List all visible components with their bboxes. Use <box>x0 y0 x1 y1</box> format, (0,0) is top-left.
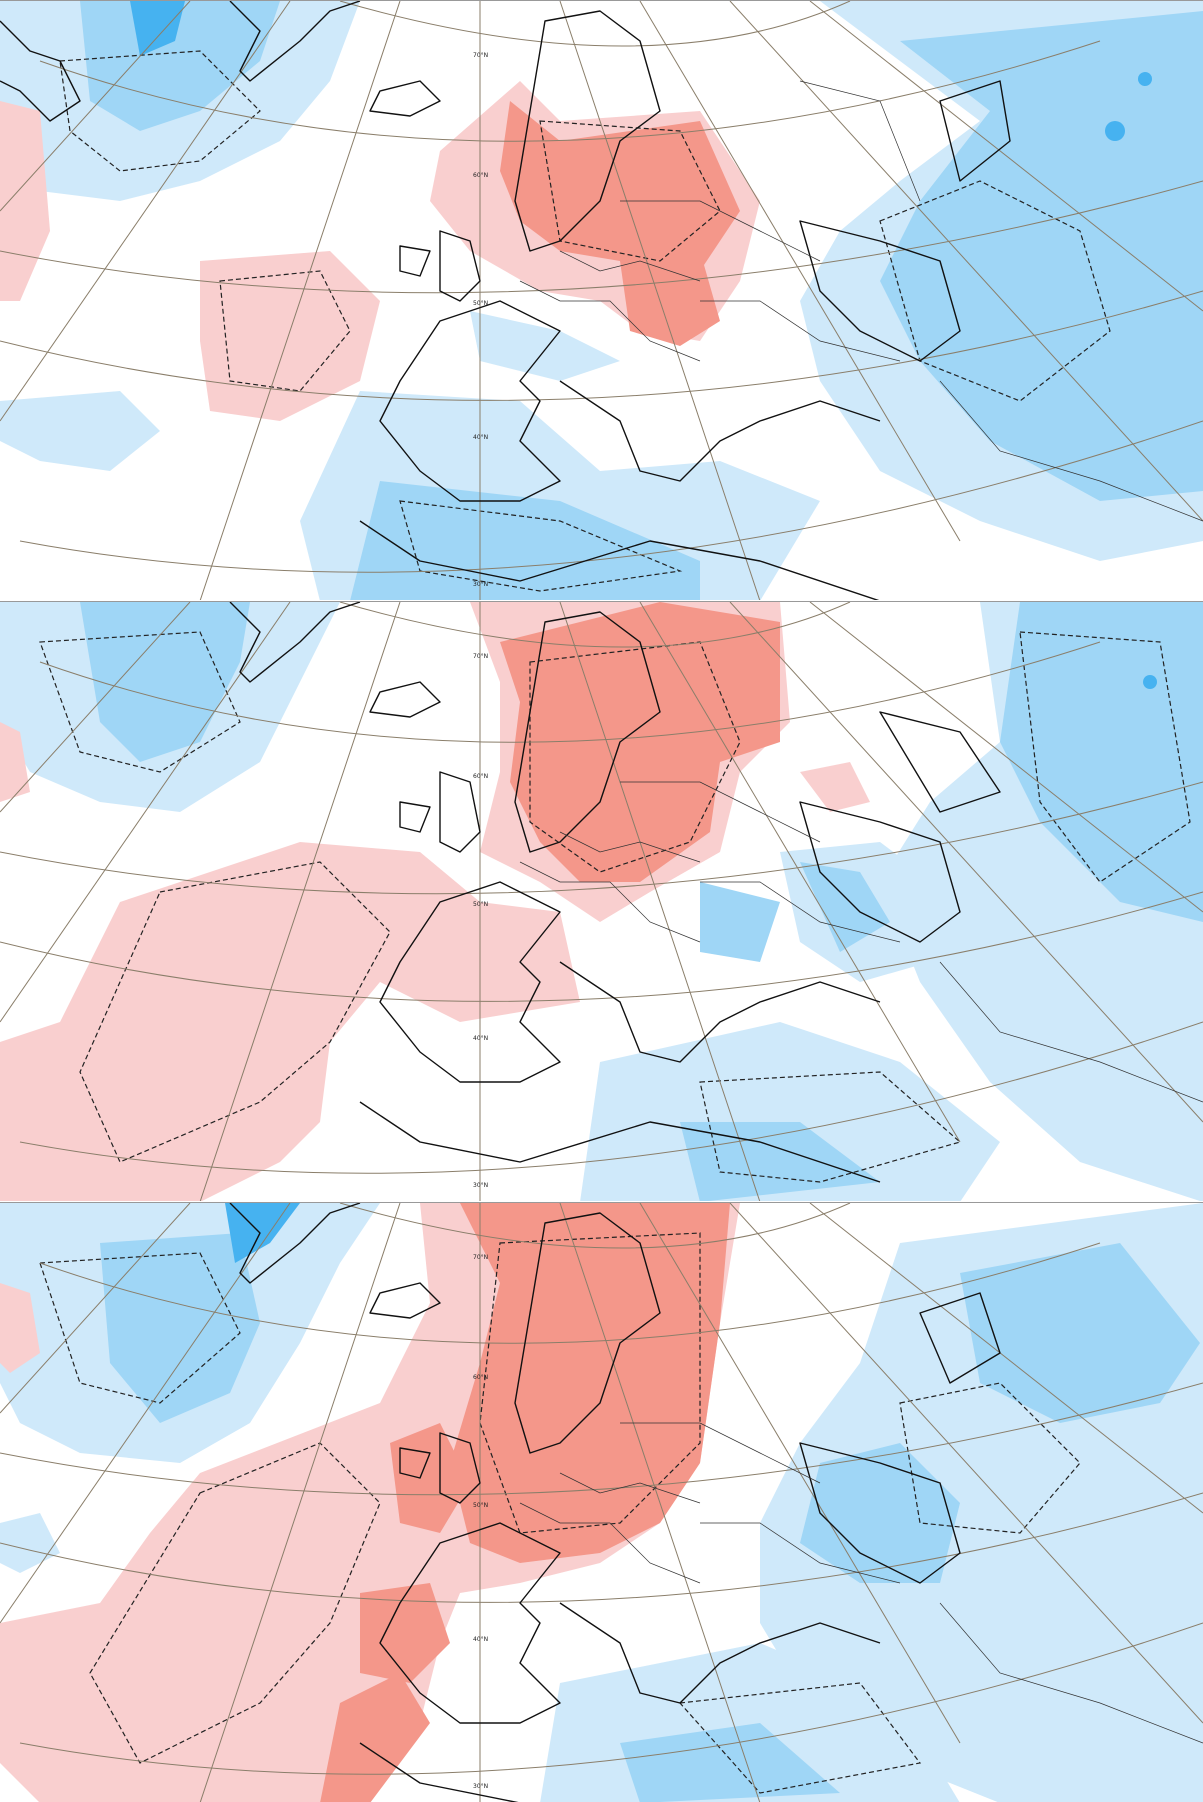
map-panel-2: 70°N 60°N 50°N 40°N 30°N <box>0 601 1203 1201</box>
lat-label-60: 60°N <box>473 773 488 780</box>
cold-anomaly-areas <box>0 1203 1203 1802</box>
cold-anomaly-areas <box>0 602 1203 1201</box>
lat-label-30: 30°N <box>473 1783 488 1790</box>
lat-label-50: 50°N <box>473 300 488 307</box>
lat-label-70: 70°N <box>473 1254 488 1261</box>
lat-label-40: 40°N <box>473 434 488 441</box>
anomaly-map-3: 70°N 60°N 50°N 40°N 30°N <box>0 1203 1203 1802</box>
lat-label-30: 30°N <box>473 1182 488 1189</box>
lat-label-50: 50°N <box>473 1502 488 1509</box>
warm-anomaly-areas <box>0 1203 740 1802</box>
country-borders <box>519 1422 1203 1744</box>
anomaly-map-2: 70°N 60°N 50°N 40°N 30°N <box>0 602 1203 1201</box>
lat-label-70: 70°N <box>473 653 488 660</box>
latitude-labels: 70°N 60°N 50°N 40°N 30°N <box>473 1254 488 1790</box>
lat-label-40: 40°N <box>473 1636 488 1643</box>
lat-label-40: 40°N <box>473 1035 488 1042</box>
lat-label-50: 50°N <box>473 901 488 908</box>
map-panel-1: 70°N 60°N 50°N 40°N 30°N <box>0 0 1203 600</box>
map-panel-3: 70°N 60°N 50°N 40°N 30°N <box>0 1202 1203 1802</box>
anomaly-map-1: 70°N 60°N 50°N 40°N 30°N <box>0 1 1203 600</box>
graticule <box>0 602 1203 1201</box>
cold-anomaly-areas <box>0 1 1203 600</box>
country-borders <box>519 80 1203 522</box>
coastlines <box>229 602 1001 1183</box>
latitude-labels: 70°N 60°N 50°N 40°N 30°N <box>473 52 488 588</box>
latitude-labels: 70°N 60°N 50°N 40°N 30°N <box>473 653 488 1189</box>
warm-anomaly-areas <box>0 602 870 1201</box>
lat-label-60: 60°N <box>473 1374 488 1381</box>
country-borders <box>519 781 1203 1103</box>
coastlines <box>229 1203 1001 1802</box>
warm-anomaly-areas <box>0 81 760 421</box>
graticule <box>0 1 1203 600</box>
lat-label-70: 70°N <box>473 52 488 59</box>
lat-label-60: 60°N <box>473 172 488 179</box>
coastlines <box>0 1 1011 600</box>
graticule <box>0 1203 1203 1802</box>
anomaly-contours <box>39 631 1191 1183</box>
lat-label-30: 30°N <box>473 581 488 588</box>
